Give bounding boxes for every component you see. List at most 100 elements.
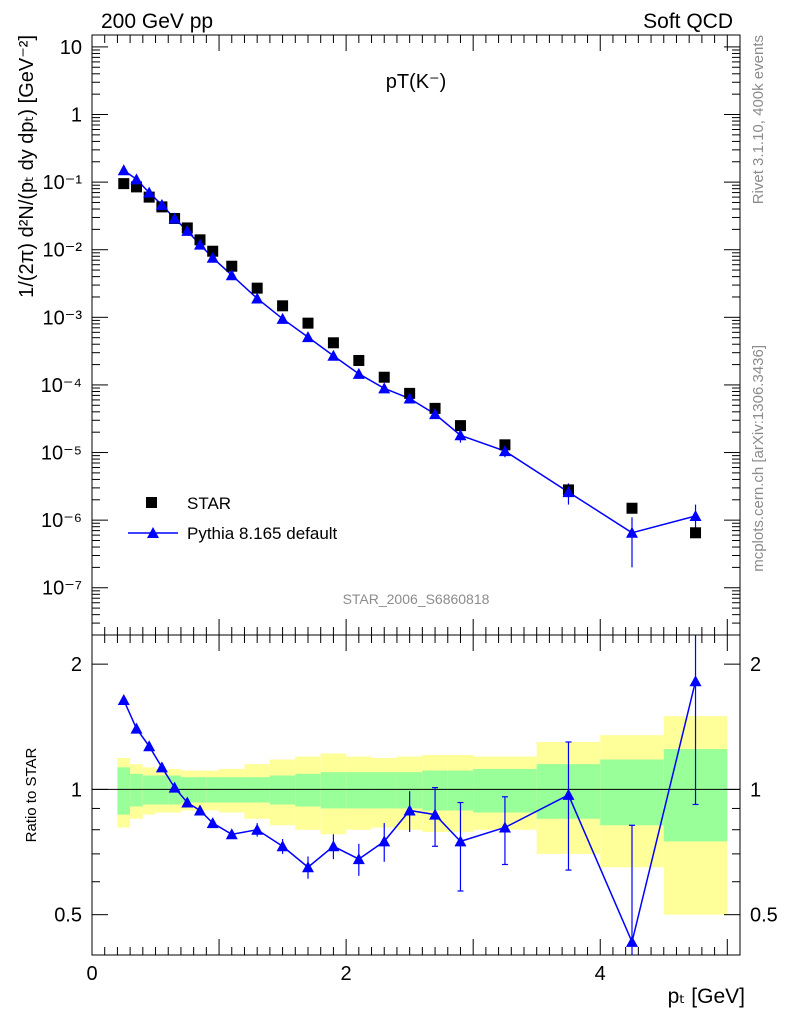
ratio-point	[251, 823, 264, 835]
stat-band-segment	[130, 773, 143, 807]
main-ytick-label: 10⁻⁵	[41, 443, 82, 465]
x-axis-label: pₜ [GeV]	[668, 985, 745, 1008]
main-ytick-label: 1	[71, 105, 82, 127]
star-point	[207, 245, 219, 257]
ratio-ylabel: Ratio to STAR	[23, 747, 40, 842]
ratio-ytick-label-left: 0.5	[54, 905, 82, 927]
ratio-point	[352, 853, 365, 865]
stat-band-segment	[320, 772, 347, 809]
main-axis-ticks: 10 1 10⁻¹ 10⁻² 10⁻³ 10⁻⁴ 10⁻⁵ 10⁻⁶ 10⁻⁷	[41, 37, 740, 636]
legend-pythia-marker	[147, 527, 159, 538]
star-point	[226, 260, 238, 272]
ratio-point	[429, 808, 442, 820]
pythia-point	[206, 251, 219, 263]
star-point	[499, 439, 511, 451]
ratio-point	[225, 828, 238, 840]
ratio-point	[117, 694, 130, 706]
pythia-point	[168, 212, 181, 224]
main-ytick-label: 10⁻¹	[43, 172, 83, 194]
main-ytick-label: 10⁻²	[43, 240, 83, 262]
mcplots-label: mcplots.cern.ch [arXiv:1306.3436]	[750, 345, 767, 572]
ratio-line	[123, 681, 697, 945]
main-ytick-label: 10	[60, 37, 82, 59]
ratio-ytick-label-right: 1	[750, 779, 761, 801]
ratio-point	[206, 817, 219, 829]
star-point	[353, 354, 365, 366]
ratio-ytick-label-right: 0.5	[750, 905, 778, 927]
star-point	[690, 527, 702, 539]
stat-band-segment	[371, 772, 397, 809]
pythia-point	[225, 269, 238, 281]
pythia-point	[454, 429, 467, 441]
stat-band-segment	[117, 767, 131, 815]
stat-band-segment	[346, 772, 372, 809]
pythia-line	[123, 169, 696, 534]
stat-band-segment	[142, 775, 156, 805]
ratio-point	[498, 821, 511, 833]
x-tick-label: 2	[341, 963, 352, 985]
pythia-point	[117, 164, 130, 176]
ratio-point	[302, 861, 314, 873]
star-point	[327, 337, 339, 349]
pythia-point	[251, 292, 264, 304]
star-point	[118, 178, 130, 190]
main-ytick-label: 10⁻⁷	[42, 578, 82, 600]
star-point	[302, 317, 314, 329]
pythia-point	[498, 445, 511, 457]
pythia-point	[181, 224, 194, 236]
stat-band-segment	[155, 775, 169, 805]
main-title: pT(K⁻)	[386, 71, 447, 93]
header-left: 200 GeV pp	[101, 10, 213, 33]
header-right: Soft QCD	[643, 10, 733, 33]
ratio-point	[276, 840, 289, 852]
ratio-point	[454, 835, 467, 847]
watermark: STAR_2006_S6860818	[343, 591, 490, 607]
stat-band-segment	[600, 759, 664, 826]
pythia-point	[143, 186, 156, 198]
ratio-ytick-label-left: 2	[71, 654, 82, 676]
pythia-point	[327, 349, 340, 361]
ratio-frame	[91, 634, 741, 956]
pythia-point	[403, 392, 416, 404]
legend-star-marker	[146, 497, 157, 508]
star-point	[277, 300, 289, 312]
main-frame	[91, 34, 741, 636]
stat-band-segment	[295, 773, 321, 807]
ratio-point	[194, 804, 206, 816]
pythia-point	[155, 198, 168, 210]
rivet-label: Rivet 3.1.10, 400k events	[750, 35, 767, 204]
ratio-ytick-label-left: 1	[71, 779, 82, 801]
pythia-point	[562, 486, 575, 498]
x-axis-ticks: 0 2 4	[86, 35, 728, 985]
ratio-point	[143, 740, 156, 752]
pythia-point	[276, 312, 289, 324]
stat-band-segment	[269, 775, 296, 805]
legend-star-label: STAR	[187, 494, 231, 513]
ratio-ytick-label-right: 2	[750, 654, 761, 676]
x-tick-label: 0	[86, 963, 97, 985]
x-tick-label: 4	[595, 963, 606, 985]
pythia-point	[378, 382, 391, 394]
pythia-point	[689, 510, 702, 522]
pythia-point	[429, 408, 442, 420]
star-point	[251, 282, 263, 294]
pythia-point	[626, 526, 638, 538]
ratio-axis-ticks: 2 2 1 1 0.5 0.5	[54, 654, 778, 927]
ratio-point	[130, 722, 143, 734]
main-ytick-label: 10⁻⁴	[41, 375, 82, 397]
pythia-point	[302, 331, 314, 343]
ratio-panel	[117, 635, 702, 955]
pythia-point	[352, 367, 365, 379]
ratio-point	[689, 675, 702, 687]
star-point	[626, 502, 638, 514]
pythia-point	[194, 238, 206, 250]
pythia-point	[130, 173, 143, 185]
ratio-point	[378, 835, 391, 847]
ratio-point	[155, 761, 168, 773]
legend: STAR Pythia 8.165 default	[128, 494, 338, 543]
main-panel	[117, 164, 702, 568]
main-ytick-label: 10⁻⁶	[41, 510, 82, 532]
ratio-point	[403, 804, 416, 816]
ratio-point	[562, 788, 575, 800]
